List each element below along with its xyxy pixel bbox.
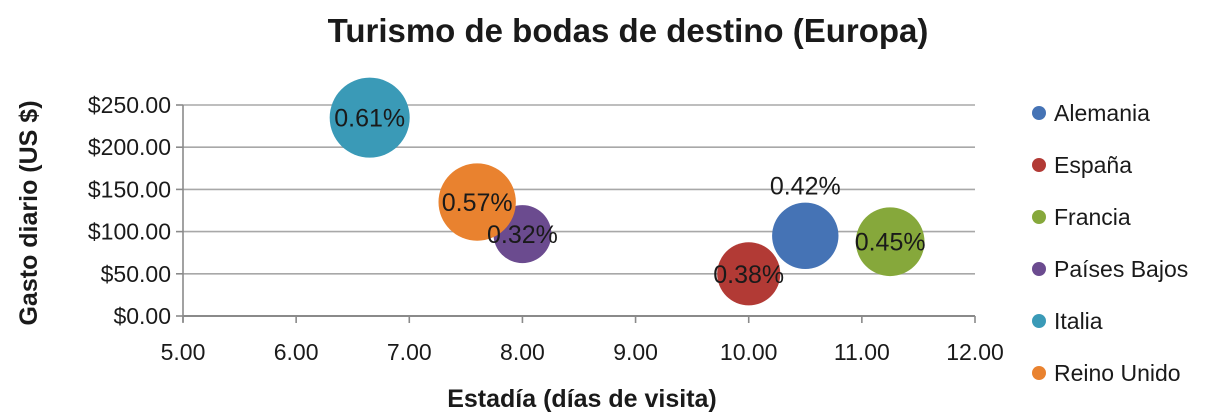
legend-label: Reino Unido	[1054, 360, 1181, 386]
y-tick-label: $0.00	[113, 303, 171, 329]
data-label: 0.61%	[334, 105, 405, 133]
legend-marker	[1032, 366, 1046, 380]
legend-marker	[1032, 314, 1046, 328]
y-tick-label: $200.00	[88, 134, 171, 160]
data-label: 0.45%	[855, 229, 926, 257]
label-layer: 0.42% 0.38% 0.45% 0.32% 0.61% 0.57%	[334, 105, 925, 289]
x-tick-label: 7.00	[387, 339, 432, 365]
bubble-italia	[329, 77, 410, 158]
x-tick-label: 12.00	[946, 339, 1004, 365]
y-tick-label: $150.00	[88, 176, 171, 202]
x-tick-label: 9.00	[613, 339, 658, 365]
x-tick-label: 5.00	[161, 339, 206, 365]
legend-marker	[1032, 158, 1046, 172]
bubble-layer	[329, 77, 925, 306]
y-tick-label: $50.00	[101, 261, 171, 287]
y-axis-title: Gasto diario (US $)	[15, 100, 43, 325]
legend-marker	[1032, 262, 1046, 276]
legend-label: Italia	[1054, 308, 1103, 334]
grid-layer	[183, 104, 975, 317]
x-tick-label: 11.00	[834, 339, 890, 365]
y-tick-label: $250.00	[88, 92, 171, 118]
legend-marker	[1032, 106, 1046, 120]
bubble-reino-unido	[438, 163, 516, 241]
legend-label: España	[1054, 152, 1132, 178]
data-label: 0.38%	[713, 261, 784, 289]
x-axis-title: Estadía (días de visita)	[447, 385, 717, 413]
bubble-francia	[855, 207, 925, 277]
legend: Alemania España Francia Países Bajos Italia R…	[1032, 100, 1188, 386]
chart-title: Turismo de bodas de destino (Europa)	[328, 12, 929, 49]
bubble-españa	[717, 242, 781, 306]
legend-marker	[1032, 210, 1046, 224]
legend-label: Alemania	[1054, 100, 1150, 126]
bubble-alemania	[772, 202, 839, 270]
y-tick-label: $100.00	[88, 219, 171, 245]
x-tick-label: 8.00	[500, 339, 545, 365]
x-tick-label: 6.00	[274, 339, 319, 365]
legend-label: Francia	[1054, 204, 1131, 230]
x-tick-label: 10.00	[720, 339, 778, 365]
axis-layer: $0.00 $50.00 $100.00 $150.00 $200.00 $250.00 5…	[88, 92, 1004, 365]
legend-label: Países Bajos	[1054, 256, 1188, 282]
data-label: 0.57%	[442, 189, 513, 217]
data-label: 0.42%	[770, 173, 841, 201]
data-label: 0.32%	[487, 221, 558, 249]
